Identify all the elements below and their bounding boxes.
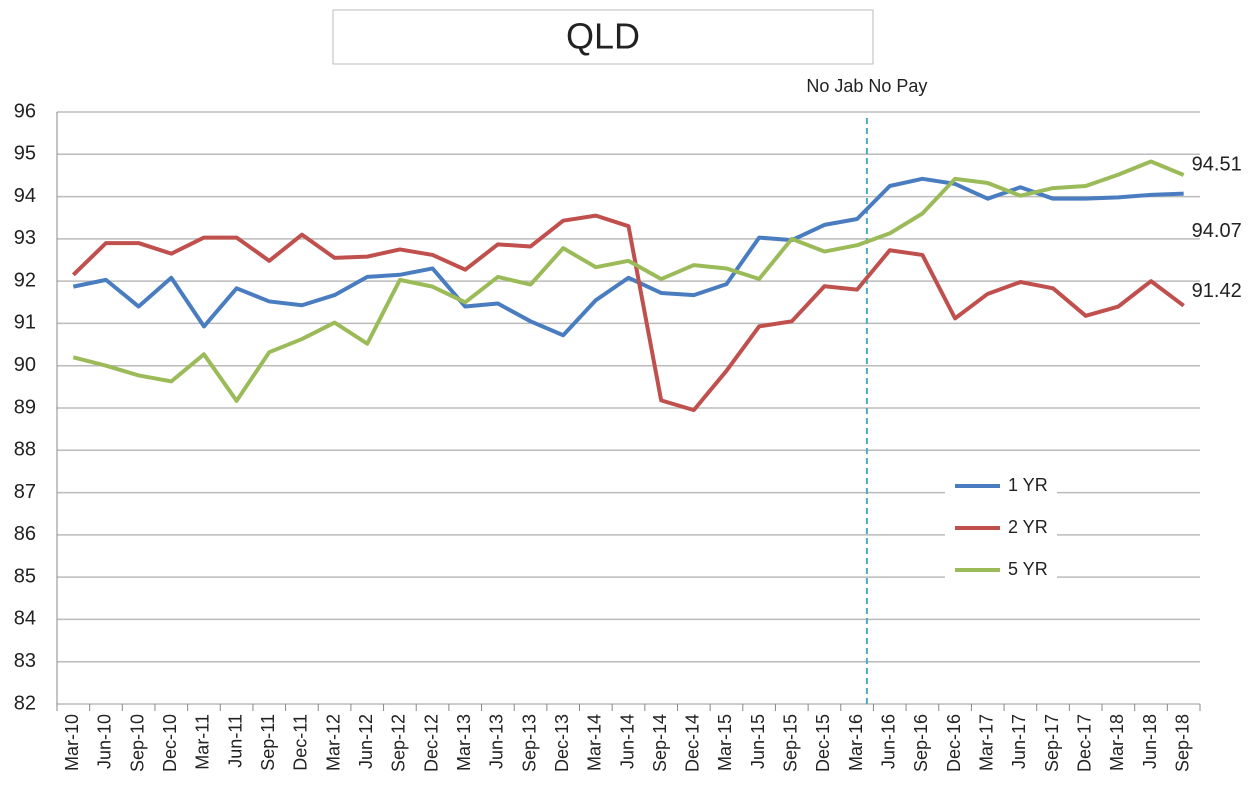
y-tick-label: 85: [14, 565, 36, 587]
x-tick-label: Mar-18: [1107, 714, 1127, 771]
x-tick-label: Sep-10: [127, 714, 147, 772]
x-tick-label: Jun-16: [879, 714, 899, 769]
chart-title: QLD: [566, 16, 640, 57]
y-tick-label: 90: [14, 354, 36, 376]
end-label: 91.42: [1192, 280, 1242, 302]
x-tick-label: Dec-14: [683, 714, 703, 772]
y-tick-label: 91: [14, 312, 36, 334]
x-tick-label: Jun-17: [1009, 714, 1029, 769]
y-tick-label: 84: [14, 608, 36, 630]
x-tick-label: Jun-18: [1140, 714, 1160, 769]
x-tick-label: Jun-15: [748, 714, 768, 769]
x-tick-label: Jun-12: [356, 714, 376, 769]
y-tick-label: 95: [14, 143, 36, 165]
end-label: 94.07: [1192, 220, 1242, 242]
legend-label: 2 YR: [1008, 517, 1048, 537]
x-tick-label: Sep-13: [519, 714, 539, 772]
x-tick-label: Jun-14: [617, 714, 637, 769]
series-line: [72, 176, 1184, 338]
x-tick-label: Sep-12: [389, 714, 409, 772]
x-tick-label: Dec-12: [421, 714, 441, 772]
y-tick-label: 82: [14, 692, 36, 714]
x-tick-label: Mar-14: [585, 714, 605, 771]
legend-label: 1 YR: [1008, 475, 1048, 495]
x-tick-label: Sep-18: [1172, 714, 1192, 772]
y-tick-label: 87: [14, 481, 36, 503]
x-tick-label: Jun-13: [487, 714, 507, 769]
x-tick-label: Jun-11: [225, 714, 245, 768]
series-line: [71, 213, 1185, 413]
title-box: [332, 9, 874, 65]
x-tick-label: Dec-13: [552, 714, 572, 772]
y-tick-label: 86: [14, 523, 36, 545]
x-tick-label: Mar-12: [323, 714, 343, 771]
y-tick-label: 89: [14, 396, 36, 418]
x-tick-label: Sep-16: [911, 714, 931, 772]
end-label: 94.51: [1192, 153, 1242, 175]
series-line: [72, 159, 1185, 403]
x-tick-label: Dec-11: [291, 714, 311, 771]
x-tick-label: Dec-16: [944, 714, 964, 772]
y-tick-label: 88: [14, 439, 36, 461]
x-tick-label: Sep-15: [781, 714, 801, 772]
x-tick-label: Sep-14: [650, 714, 670, 772]
x-tick-label: Dec-10: [160, 714, 180, 772]
annotation: No Jab No Pay: [806, 76, 927, 96]
x-tick-label: Jun-10: [95, 714, 115, 769]
legend-label: 5 YR: [1008, 559, 1048, 579]
y-tick-label: 92: [14, 269, 36, 291]
x-tick-label: Dec-17: [1074, 714, 1094, 772]
x-tick-label: Dec-15: [813, 714, 833, 772]
x-tick-label: Sep-11: [258, 714, 278, 771]
y-tick-label: 83: [14, 650, 36, 672]
y-tick-label: 94: [14, 185, 36, 207]
y-tick-label: 96: [14, 100, 36, 122]
x-tick-label: Mar-13: [454, 714, 474, 771]
x-tick-label: Mar-11: [193, 714, 213, 770]
x-tick-label: Sep-17: [1042, 714, 1062, 772]
x-tick-label: Mar-16: [846, 714, 866, 771]
y-tick-label: 93: [14, 227, 36, 249]
x-tick-label: Mar-10: [62, 714, 82, 771]
x-tick-label: Mar-17: [976, 714, 996, 771]
x-tick-label: Mar-15: [715, 714, 735, 771]
